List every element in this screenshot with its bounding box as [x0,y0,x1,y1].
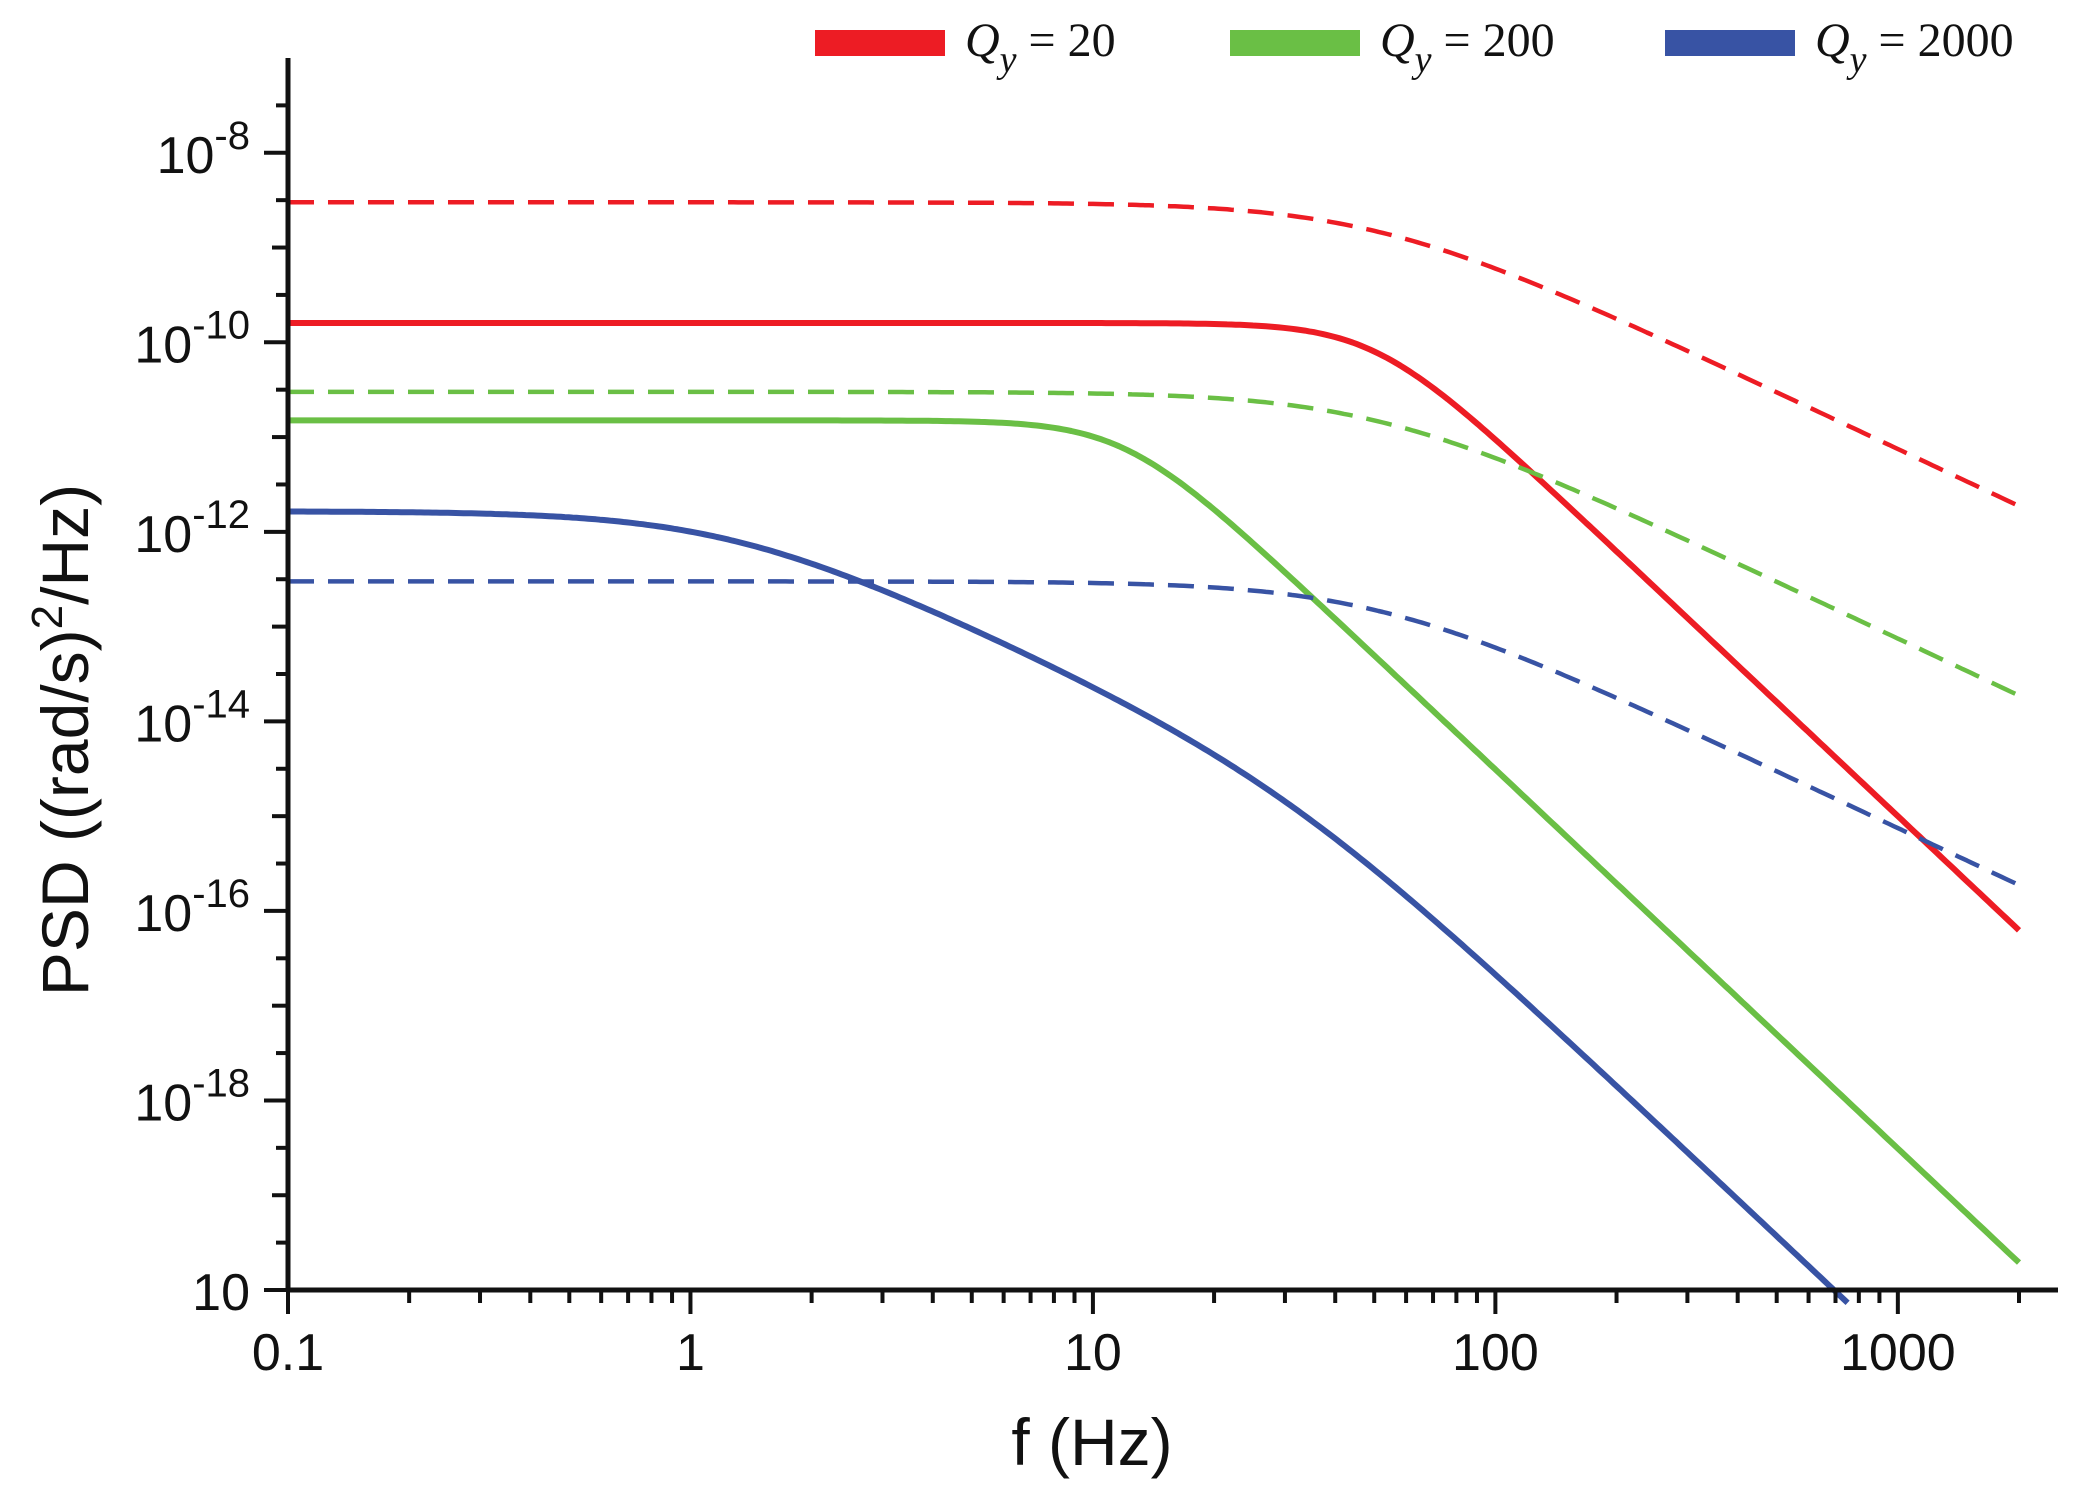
series-line-6 [288,579,2020,888]
y-axis-title: PSD ((rad/s)2/Hz) [23,484,102,996]
x-tick-label: 0.1 [252,1324,324,1382]
y-tick-label: 10 [192,1264,250,1322]
y-axis-title-exp: 2 [23,605,72,629]
legend-item-1: Qy = 20 [815,14,1116,81]
series-line-4 [288,389,2020,698]
y-tick-label: 10-18 [134,1061,250,1132]
x-tick-label: 1 [676,1324,705,1382]
legend-label: Qy = 20 [965,14,1116,81]
y-tick-label: 10-10 [134,303,250,374]
y-axis-title-base: PSD ((rad/s) [28,629,102,996]
legend-label: Qy = 200 [1380,14,1555,81]
series-line-5 [288,508,1850,1306]
legend-item-2: Qy = 200 [1230,14,1555,81]
x-axis-title: f (Hz) [1011,1405,1172,1479]
y-tick-label: 10-12 [134,493,250,564]
legend-label: Qy = 2000 [1815,14,2014,81]
legend-item-3: Qy = 2000 [1665,14,2014,81]
y-tick-label: 10-8 [157,114,250,185]
y-axis-title-tail: /Hz) [28,484,102,605]
x-tick-label: 10 [1064,1324,1122,1382]
axes-layer: 0.1 1 10 100 1000 10-8 10-10 10-12 10-14 10-16 10-… [134,58,2058,1382]
y-tick-label: 10-16 [134,872,250,943]
series-layer [288,200,2022,1306]
y-tick-label: 10-14 [134,682,250,753]
series-line-1 [288,320,2022,933]
series-line-2 [288,200,2020,509]
x-tick-label: 1000 [1840,1324,1956,1382]
x-tick-label: 100 [1452,1324,1539,1382]
legend: Qy = 20 Qy = 200 Qy = 2000 [815,14,2014,81]
series-line-3 [288,417,2022,1265]
